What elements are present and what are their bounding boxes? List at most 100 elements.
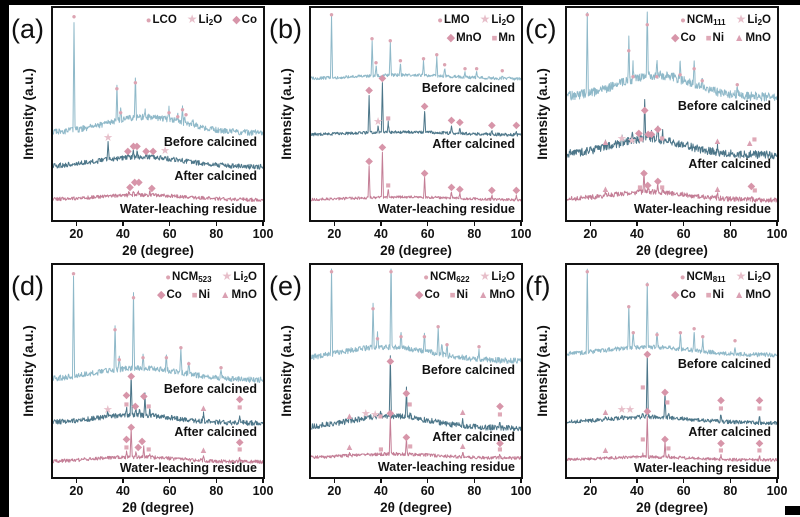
diamond-peak-marker-icon: ◆	[496, 438, 504, 449]
star-peak-marker-icon: ★	[625, 404, 635, 416]
triangle-peak-marker-icon: ▲	[199, 445, 208, 456]
legend-row: ●NCM622 ★Li2O	[311, 269, 515, 284]
diamond-peak-marker-icon: ◆	[640, 168, 648, 179]
x-tick-label: 100	[510, 227, 532, 241]
trace-label: Before calcined	[163, 382, 257, 396]
trace-label: After calcined	[432, 430, 515, 444]
circle-peak-marker-icon: ●	[118, 108, 123, 117]
legend-text: MnO	[745, 32, 771, 44]
diamond-peak-marker-icon: ◆	[644, 129, 652, 140]
triangle-peak-marker-icon: ▲	[458, 407, 467, 418]
diamond-peak-marker-icon: ◆	[456, 117, 464, 128]
diamond-peak-marker-icon: ◆	[403, 432, 411, 443]
circle-peak-marker-icon: ●	[645, 280, 650, 289]
legend-item: ▲MnO	[734, 289, 771, 301]
square-peak-marker-icon: ■	[640, 434, 645, 444]
circle-peak-marker-icon: ●	[178, 343, 183, 352]
panel-label: (e)	[269, 271, 302, 301]
xrd-trace-before	[567, 268, 777, 358]
x-tick-label: 100	[766, 484, 788, 498]
x-tick-label: 100	[252, 227, 274, 241]
triangle-peak-marker-icon: ▲	[199, 403, 208, 414]
x-tick-label: 40	[116, 484, 130, 498]
diamond-peak-marker-icon: ◆	[132, 401, 140, 412]
legend-text: O	[762, 14, 771, 26]
circle-peak-marker-icon: ●	[421, 54, 426, 63]
circle-peak-marker-icon: ●	[175, 112, 180, 121]
plot-frame	[565, 6, 779, 222]
x-tick-label: 100	[766, 227, 788, 241]
legend-item: ●NCM523	[165, 271, 211, 284]
legend-row: ◆MnO ■Mn	[311, 31, 515, 44]
diamond-peak-marker-icon: ◆	[131, 177, 139, 188]
x-tick-label: 40	[374, 227, 388, 241]
legend-item: ★Li2O	[222, 269, 257, 284]
trace-label: Before calcined	[677, 99, 771, 113]
square-peak-marker-icon: ■	[666, 443, 671, 453]
x-tick-label: 60	[676, 227, 691, 241]
x-tick-label: 40	[630, 227, 644, 241]
xrd-trace-after	[53, 374, 263, 426]
diamond-peak-marker-icon: ◆	[365, 85, 373, 96]
xrd-trace-before	[53, 22, 263, 136]
trace-label: Before calcined	[677, 357, 771, 371]
legend-row: ●NCM523 ★Li2O	[53, 269, 257, 284]
legend-item: ●NCM111	[680, 14, 726, 27]
x-tick	[75, 479, 78, 483]
diamond-peak-marker-icon: ◆	[643, 406, 651, 417]
xrd-trace-water	[53, 190, 263, 202]
diamond-peak-marker-icon: ◆	[456, 184, 464, 195]
xrd-plot-f: ●●●●● ● ●● ●▲ ★★■◆◆■ ◆■◆■▲■◆◆■ ◆■◆■	[567, 267, 777, 462]
circle-peak-marker-icon: ●	[631, 328, 636, 337]
diamond-peak-marker-icon: ◆	[654, 124, 662, 135]
diamond-peak-marker-icon: ◆	[661, 434, 669, 445]
diamond-peak-marker-icon: ◆	[756, 395, 764, 406]
legend-text: Li	[198, 14, 209, 26]
x-tick-label: 20	[583, 484, 598, 498]
triangle-peak-marker-icon: ▲	[345, 411, 354, 422]
x-tick-label: 60	[676, 484, 691, 498]
trace-label: After calcined	[174, 169, 257, 183]
legend-text: NCM	[686, 271, 713, 283]
diamond-peak-marker-icon: ◆	[421, 101, 429, 112]
x-tick-label: 40	[630, 484, 644, 498]
circle-peak-marker-icon: ●	[700, 76, 705, 85]
star-legend-icon: ★	[735, 12, 747, 26]
panel-label: (c)	[525, 14, 557, 44]
xrd-trace-before	[53, 275, 263, 383]
diamond-peak-marker-icon: ◆	[717, 438, 725, 449]
trace-label: Water-leaching residue	[377, 460, 515, 474]
x-tick	[380, 222, 382, 226]
x-tick-label: 60	[420, 484, 435, 498]
legend-text: O	[213, 14, 223, 26]
trace-label: After calcined	[688, 425, 771, 439]
legend-text: MnO	[745, 289, 771, 301]
legend-text: 622	[456, 275, 470, 284]
x-tick-label: 100	[252, 484, 274, 498]
x-tick-label: 60	[162, 227, 177, 241]
legend-text: 111	[713, 18, 726, 27]
diamond-peak-marker-icon: ◆	[124, 146, 132, 157]
trace-label: Before calcined	[163, 135, 257, 149]
legend-text: 2	[757, 275, 763, 284]
star-legend-icon: ★	[186, 12, 198, 26]
x-axis-label: 2θ (degree)	[122, 500, 194, 515]
circle-peak-marker-icon: ●	[626, 46, 631, 55]
legend-text: Co	[241, 14, 257, 26]
xrd-trace-before	[311, 268, 521, 364]
legend-text: Ni	[198, 289, 211, 301]
circle-peak-marker-icon: ●	[678, 328, 683, 337]
panel-label: (d)	[11, 271, 44, 301]
square-peak-marker-icon: ■	[757, 403, 762, 413]
diamond-peak-marker-icon: ◆	[403, 388, 411, 399]
square-peak-marker-icon: ■	[407, 399, 412, 409]
x-tick-label: 20	[583, 227, 598, 241]
circle-peak-marker-icon: ●	[700, 332, 705, 341]
square-peak-marker-icon: ■	[639, 134, 644, 144]
legend-text: Li	[747, 14, 758, 26]
circle-peak-marker-icon: ●	[631, 72, 636, 81]
square-peak-marker-icon: ■	[752, 185, 757, 195]
legend-item: ◆Co	[157, 289, 182, 301]
x-axis-label: 2θ (degree)	[636, 500, 708, 515]
